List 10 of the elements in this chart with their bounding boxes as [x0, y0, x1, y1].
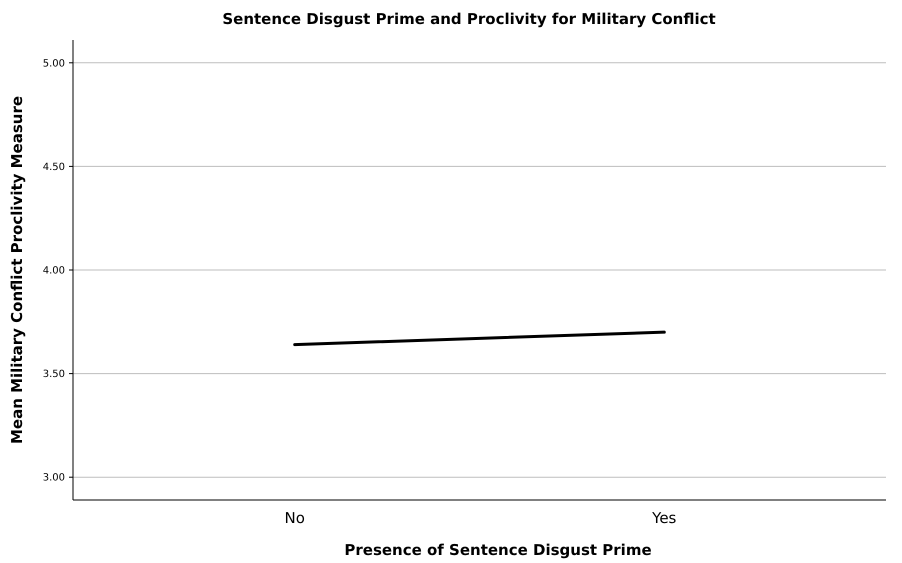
y-tick-label: 4.50 — [42, 162, 65, 173]
y-tick-label: 5.00 — [42, 58, 65, 70]
chart-title: Sentence Disgust Prime and Proclivity for Military Conflict — [222, 10, 716, 28]
y-tick-label: 3.00 — [42, 472, 65, 484]
y-axis-title: Mean Military Conflict Proclivity Measure — [8, 96, 26, 444]
y-tick-label: 3.50 — [42, 369, 65, 380]
x-tick-label: No — [284, 509, 305, 527]
x-axis-title: Presence of Sentence Disgust Prime — [344, 541, 652, 559]
x-tick-label: Yes — [651, 509, 677, 527]
y-tick-label: 4.00 — [42, 266, 65, 276]
